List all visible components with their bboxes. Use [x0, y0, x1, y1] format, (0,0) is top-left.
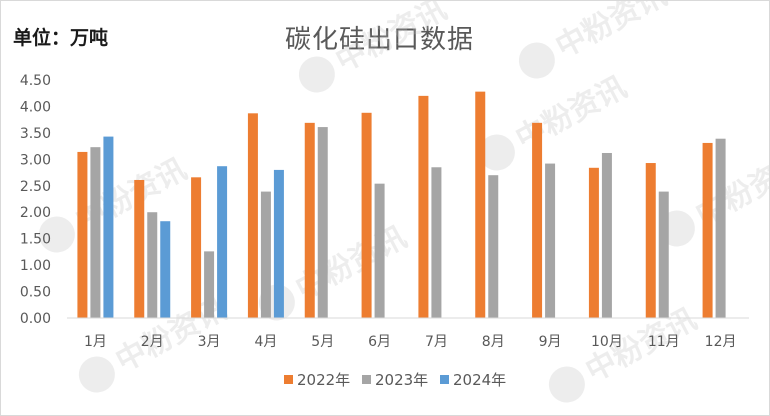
y-tick-label: 0.00: [20, 311, 51, 327]
bar: [475, 91, 486, 318]
x-axis: 1月 2月 3月 4月 5月 6月 7月 8月 9月 10月 11月 12月: [84, 334, 737, 350]
watermark: 中粉资讯: [518, 1, 672, 79]
bar: [317, 127, 328, 319]
bar: [431, 167, 442, 318]
bar: [204, 251, 215, 318]
legend-item: 2022年: [297, 371, 350, 389]
bar: [418, 95, 429, 318]
x-tick-label: 4月: [254, 334, 277, 350]
watermark-logo: [38, 216, 75, 253]
watermark-logo: [518, 42, 555, 79]
x-tick-label: 2月: [141, 334, 164, 350]
bar: [588, 167, 599, 318]
x-tick-label: 6月: [368, 334, 391, 350]
bar: [645, 163, 656, 318]
y-axis: 0.00 0.50 1.00 1.50 2.00 2.50 3.00 3.50 4.00 4.50: [20, 73, 51, 327]
bar: [90, 147, 101, 318]
legend-swatch: [440, 375, 449, 384]
y-tick-label: 3.50: [20, 126, 51, 142]
y-tick-label: 1.00: [20, 258, 51, 274]
watermark-text: 中粉资讯: [550, 1, 672, 65]
x-tick-label: 3月: [198, 334, 221, 350]
legend-swatch: [284, 375, 293, 384]
bar: [147, 212, 158, 318]
y-tick-label: 4.50: [20, 73, 51, 89]
x-tick-label: 12月: [705, 334, 737, 350]
x-tick-label: 11月: [648, 334, 680, 350]
watermark-logo: [298, 56, 335, 93]
x-tick-label: 9月: [539, 334, 562, 350]
watermark-text: 中粉资讯: [510, 70, 632, 157]
bar: [545, 163, 556, 318]
bar: [601, 152, 612, 318]
y-tick-label: 2.50: [20, 179, 51, 195]
bar: [191, 177, 202, 318]
x-tick-label: 10月: [591, 334, 623, 350]
y-tick-label: 4.00: [20, 99, 51, 115]
x-tick-label: 7月: [425, 334, 448, 350]
bar: [702, 142, 713, 318]
legend-swatch: [362, 375, 371, 384]
watermark: 中粉资讯: [548, 302, 702, 403]
bar: [103, 136, 114, 318]
bar: [77, 151, 88, 318]
watermark-logo: [478, 134, 515, 171]
watermark-text: 中粉资讯: [330, 1, 452, 79]
bar: [134, 179, 145, 318]
bar: [260, 191, 271, 318]
bar: [658, 191, 669, 318]
bar: [160, 221, 171, 318]
bar: [374, 183, 385, 318]
bar: [273, 169, 284, 318]
bar: [488, 175, 499, 318]
unit-label: 单位：万吨: [13, 27, 109, 49]
bar: [532, 122, 543, 318]
x-tick-label: 1月: [84, 334, 107, 350]
watermark: 中粉资讯: [298, 1, 452, 93]
bar: [361, 112, 372, 319]
bar: [247, 113, 258, 318]
bar: [217, 166, 228, 318]
bar: [715, 138, 726, 318]
watermark-logo: [548, 366, 585, 403]
legend-item: 2023年: [375, 371, 428, 389]
y-tick-label: 1.50: [20, 232, 51, 248]
legend: 2022年 2023年 2024年: [284, 371, 506, 389]
bars: [77, 91, 726, 319]
watermark-logo: [78, 356, 115, 393]
watermark-text: 中粉资讯: [690, 146, 769, 233]
bar: [304, 122, 315, 318]
legend-item: 2024年: [453, 371, 506, 389]
y-tick-label: 0.50: [20, 285, 51, 301]
x-tick-label: 8月: [482, 334, 505, 350]
watermark-text: 中粉资讯: [70, 152, 192, 239]
x-tick-label: 5月: [311, 334, 334, 350]
chart-title: 碳化硅出口数据: [285, 25, 475, 55]
y-tick-label: 2.00: [20, 205, 51, 221]
y-tick-label: 3.00: [20, 152, 51, 168]
